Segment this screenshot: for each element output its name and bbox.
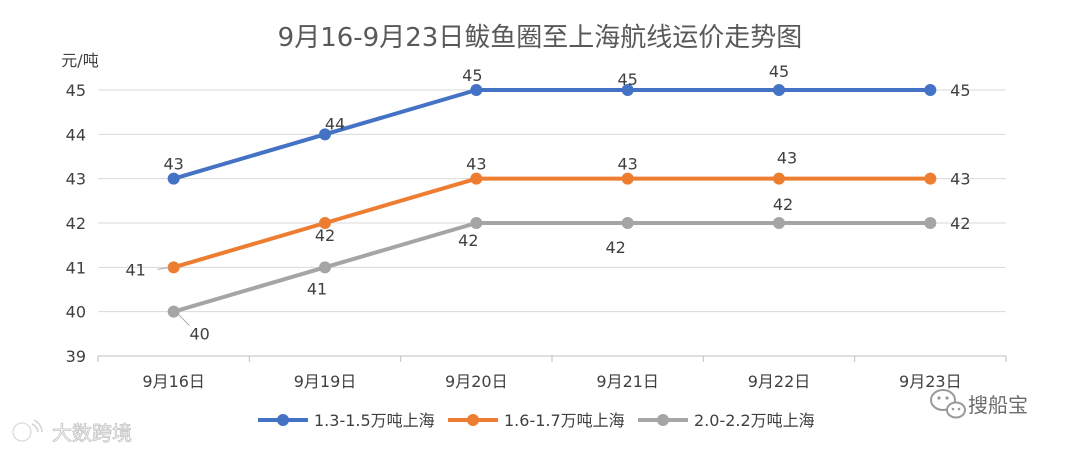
data-point — [621, 84, 634, 96]
x-tick-labels: 9月16日 9月19日 9月20日 9月21日 9月22日 9月23日 — [142, 372, 961, 391]
data-label: 42 — [458, 231, 478, 250]
data-point — [319, 261, 331, 274]
data-label: 43 — [950, 170, 970, 189]
data-label: 43 — [777, 149, 797, 168]
watermark-right-text: 搜船宝 — [968, 393, 1028, 417]
y-tick-labels: 39 40 41 42 43 44 45 — [66, 81, 86, 366]
data-point — [621, 217, 634, 229]
data-label: 41 — [307, 279, 327, 298]
gridlines — [97, 89, 1007, 362]
data-point — [470, 84, 483, 96]
data-label: 42 — [605, 238, 625, 257]
watermark-left-text: 大数跨境 — [52, 421, 132, 445]
data-point — [924, 217, 937, 229]
legend-marker — [657, 414, 669, 426]
watermark-right: 搜船宝 — [930, 389, 1028, 419]
data-label: 44 — [325, 114, 345, 133]
chart-title: 9月16-9月23日鲅鱼圈至上海航线运价走势图 — [278, 23, 803, 53]
legend-item: 1.3-1.5万吨上海 — [258, 411, 435, 430]
watermark-left: 大数跨境 — [11, 419, 132, 445]
wechat-icon — [930, 389, 966, 419]
data-point — [773, 217, 785, 229]
data-point — [773, 84, 785, 96]
series-line — [171, 176, 933, 270]
legend-label: 2.0-2.2万吨上海 — [694, 411, 815, 430]
data-label: 42 — [950, 214, 970, 233]
series-3 — [167, 217, 937, 318]
legend-marker — [467, 414, 479, 426]
y-tick-label: 40 — [66, 303, 86, 322]
series-line — [171, 88, 933, 181]
data-point — [470, 172, 483, 185]
y-tick-label: 42 — [66, 214, 86, 233]
data-label: 43 — [163, 155, 183, 174]
legend-item: 2.0-2.2万吨上海 — [638, 411, 815, 430]
data-point — [167, 261, 180, 274]
data-point — [621, 172, 634, 185]
label-leader-line — [157, 266, 170, 270]
y-axis-unit: 元/吨 — [61, 51, 98, 70]
y-tick-label: 45 — [66, 81, 86, 100]
legend: 1.3-1.5万吨上海 1.6-1.7万吨上海 2.0-2.2万吨上海 — [258, 411, 815, 430]
data-point — [167, 305, 180, 318]
data-point — [924, 172, 937, 185]
x-tick-label: 9月20日 — [445, 372, 508, 391]
data-point — [167, 172, 180, 185]
series-2 — [167, 172, 937, 274]
x-tick-label: 9月22日 — [748, 372, 811, 391]
data-label: 43 — [466, 155, 486, 174]
data-label: 42 — [773, 195, 793, 214]
y-tick-label: 41 — [66, 258, 86, 277]
label-leader-line — [177, 313, 191, 327]
data-labels: 43 44 45 45 45 45 41 42 43 43 43 43 40 41 42 42 42 42 — [125, 62, 970, 344]
y-tick-label: 44 — [66, 125, 86, 144]
y-tick-label: 39 — [66, 347, 86, 366]
series-1 — [167, 84, 937, 185]
data-point — [319, 217, 331, 229]
data-point — [924, 84, 937, 96]
legend-item: 1.6-1.7万吨上海 — [448, 411, 625, 430]
data-label: 45 — [769, 62, 789, 81]
data-point — [470, 217, 483, 229]
data-point — [319, 128, 331, 141]
data-label: 40 — [189, 325, 209, 344]
data-label: 45 — [617, 70, 637, 89]
data-label: 45 — [950, 81, 970, 100]
x-tick-label: 9月16日 — [142, 372, 205, 391]
x-tick-label: 9月23日 — [899, 372, 962, 391]
series-line — [171, 221, 933, 314]
data-label: 45 — [462, 66, 482, 85]
data-label: 42 — [315, 226, 335, 245]
data-label: 41 — [125, 260, 145, 279]
x-tick-label: 9月21日 — [596, 372, 659, 391]
x-tick-label: 9月19日 — [294, 372, 357, 391]
weibo-logo-icon — [11, 419, 43, 443]
series — [167, 84, 937, 318]
data-point — [773, 172, 785, 185]
y-tick-label: 43 — [66, 170, 86, 189]
data-label: 43 — [617, 155, 637, 174]
legend-label: 1.6-1.7万吨上海 — [504, 411, 625, 430]
legend-marker — [277, 414, 289, 426]
legend-label: 1.3-1.5万吨上海 — [314, 411, 435, 430]
